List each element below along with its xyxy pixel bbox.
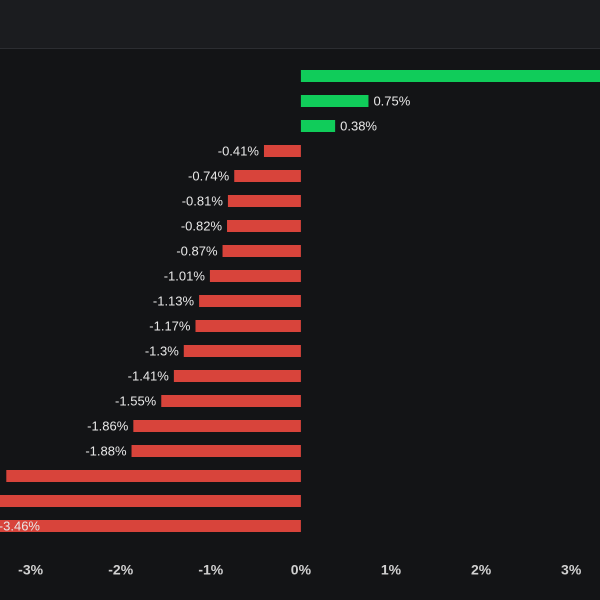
- value-label: -0.81%: [182, 193, 224, 208]
- bar: [195, 320, 301, 332]
- x-tick-label: 0%: [291, 562, 312, 578]
- bar: [300, 70, 600, 82]
- x-tick-label: -1%: [198, 562, 223, 578]
- bar: [227, 195, 301, 207]
- bar: [263, 145, 301, 157]
- bar: [0, 520, 301, 532]
- value-label: -3.46%: [0, 518, 40, 533]
- bar: [222, 245, 301, 257]
- x-tick-label: -2%: [108, 562, 133, 578]
- bar: [131, 445, 301, 457]
- bar: [209, 270, 301, 282]
- value-label: -0.82%: [181, 218, 223, 233]
- bar: [161, 395, 301, 407]
- value-label: -0.41%: [218, 143, 260, 158]
- bar: [227, 220, 301, 232]
- header-bar: [0, 0, 600, 48]
- value-label: -0.87%: [176, 243, 218, 258]
- bar: [0, 495, 301, 507]
- value-label: 0.38%: [340, 118, 377, 133]
- value-label: -1.01%: [164, 268, 206, 283]
- bar: [173, 370, 301, 382]
- bar: [6, 470, 301, 482]
- x-tick-label: -3%: [18, 562, 43, 578]
- x-tick-label: 2%: [471, 562, 492, 578]
- bar: [133, 420, 301, 432]
- value-label: -1.17%: [149, 318, 191, 333]
- x-tick-label: 3%: [561, 562, 582, 578]
- bar: [300, 120, 336, 132]
- value-label: -1.86%: [87, 418, 129, 433]
- bar: [199, 295, 301, 307]
- x-tick-label: 1%: [381, 562, 402, 578]
- value-label: -0.74%: [188, 168, 230, 183]
- value-label: 0.75%: [373, 93, 410, 108]
- value-label: -1.3%: [145, 343, 179, 358]
- value-label: -1.55%: [115, 393, 157, 408]
- value-label: -1.13%: [153, 293, 195, 308]
- bar: [300, 95, 369, 107]
- bar: [183, 345, 301, 357]
- bar: [234, 170, 301, 182]
- value-label: -1.41%: [128, 368, 170, 383]
- value-label: -1.88%: [85, 443, 127, 458]
